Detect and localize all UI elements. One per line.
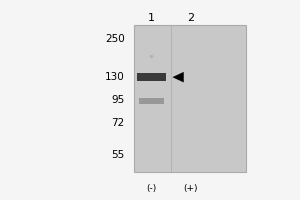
Text: (+): (+) — [183, 184, 198, 193]
Bar — [139, 98, 164, 104]
Text: 130: 130 — [105, 72, 124, 82]
Text: (-): (-) — [146, 184, 157, 193]
Text: 55: 55 — [111, 150, 124, 160]
Text: 2: 2 — [187, 13, 194, 23]
Text: 1: 1 — [148, 13, 155, 23]
Bar — [136, 73, 166, 81]
Text: 72: 72 — [111, 118, 124, 128]
Text: 250: 250 — [105, 34, 124, 44]
Bar — [134, 25, 246, 171]
Polygon shape — [172, 72, 184, 82]
Text: 95: 95 — [111, 95, 124, 105]
